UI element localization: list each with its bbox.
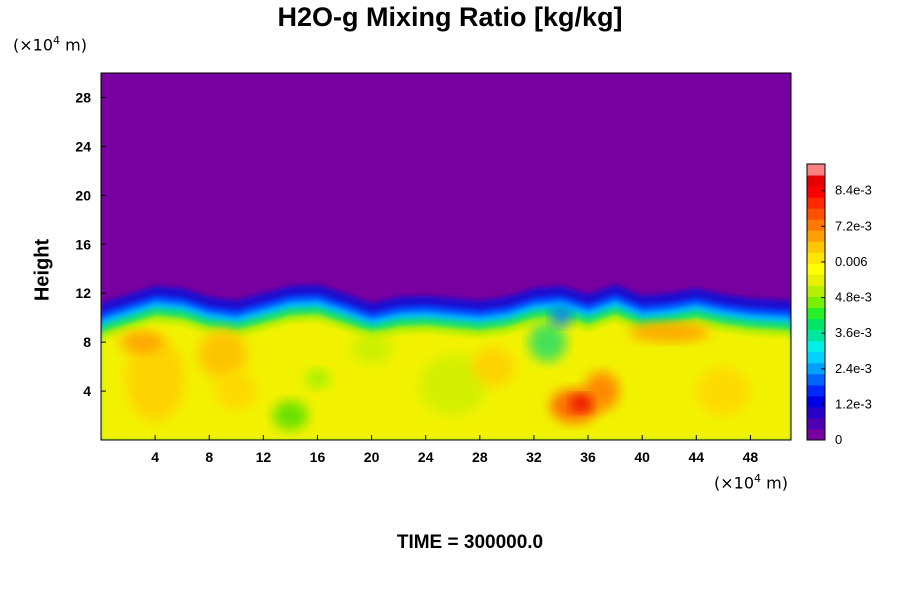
moisture-eddy — [584, 371, 620, 411]
x-tick-label: 8 — [205, 449, 213, 465]
x-axis-unit: (×104 m) — [714, 472, 788, 493]
moisture-eddy — [570, 394, 593, 412]
x-tick-label: 20 — [364, 449, 380, 465]
colorbar-segment — [807, 197, 825, 209]
colorbar-segment — [807, 164, 825, 176]
colorbar-segment — [807, 296, 825, 309]
colorbar-segment — [807, 384, 825, 397]
colorbar-tick-label: 7.2e-3 — [835, 218, 872, 233]
x-tick-label: 12 — [256, 449, 272, 465]
x-tick-label: 32 — [526, 449, 542, 465]
chart-title: H2O-g Mixing Ratio [kg/kg] — [277, 2, 623, 32]
y-axis-ticks: 4 8 12 16 20 24 28 — [75, 89, 106, 399]
colorbar-tick-label: 2.4e-3 — [835, 361, 872, 376]
colorbar-segment — [807, 241, 825, 253]
plot-frame — [100, 72, 792, 441]
colorbar-segment — [807, 186, 825, 198]
y-tick-label: 16 — [75, 236, 91, 252]
x-tick-label: 44 — [689, 449, 705, 465]
heatmap-field — [101, 73, 791, 440]
x-tick-label: 28 — [472, 449, 488, 465]
colorbar-segment — [807, 263, 825, 275]
time-label: TIME = 300000.0 — [396, 532, 544, 553]
moisture-eddy — [628, 322, 710, 343]
colorbar-segment — [807, 428, 825, 441]
y-tick-label: 24 — [75, 138, 91, 154]
x-tick-label: 40 — [634, 449, 650, 465]
colorbar-segment — [807, 417, 825, 430]
colorbar-segment — [807, 208, 825, 220]
colorbar-segment — [807, 219, 825, 231]
moisture-eddy — [528, 322, 567, 362]
colorbar-tick-label: 4.8e-3 — [835, 290, 872, 305]
colorbar-segment — [807, 175, 825, 187]
moisture-eddy — [696, 366, 751, 416]
colorbar-tick-label: 0 — [835, 432, 842, 447]
x-tick-label: 16 — [310, 449, 326, 465]
colorbar-segment — [807, 307, 825, 320]
moisture-eddy — [418, 354, 487, 416]
colorbar-segment — [807, 340, 825, 353]
x-tick-label: 24 — [418, 449, 434, 465]
colorbar-segment — [807, 274, 825, 286]
moisture-eddy — [119, 331, 164, 354]
moisture-eddy — [125, 336, 185, 422]
moisture-eddy — [272, 400, 309, 431]
y-tick-label: 8 — [83, 334, 91, 350]
y-tick-label: 28 — [75, 89, 91, 105]
colorbar-segment — [807, 318, 825, 331]
x-tick-label: 48 — [743, 449, 759, 465]
colorbar: 0 1.2e-3 2.4e-3 3.6e-3 4.8e-3 0.006 7.2e-3 8.4e… — [806, 163, 872, 447]
colorbar-segment — [807, 373, 825, 386]
moisture-eddy — [471, 347, 515, 387]
moisture-eddy — [550, 304, 572, 327]
x-tick-label: 36 — [580, 449, 596, 465]
moisture-eddy — [305, 369, 330, 389]
moisture-eddy — [214, 371, 258, 411]
colorbar-segment — [807, 329, 825, 342]
colorbar-segment — [807, 285, 825, 297]
y-tick-label: 12 — [75, 285, 91, 301]
colorbar-frame — [806, 163, 826, 441]
colorbar-tick-label: 0.006 — [835, 254, 868, 269]
colorbar-segment — [807, 395, 825, 408]
colorbar-segment — [807, 351, 825, 364]
colorbar-segment — [807, 362, 825, 375]
colorbar-segment — [807, 230, 825, 242]
colorbar-tick-label: 8.4e-3 — [835, 183, 872, 198]
moisture-eddy — [198, 329, 248, 379]
colorbar-segment — [807, 406, 825, 419]
x-axis-ticks: 4 8 12 16 20 24 28 32 36 40 44 48 — [151, 435, 758, 465]
moisture-eddy — [351, 333, 392, 363]
y-axis-unit: (×104 m) — [13, 34, 87, 55]
x-tick-label: 4 — [151, 449, 159, 465]
colorbar-tick-label: 3.6e-3 — [835, 325, 872, 340]
colorbar-tick-label: 1.2e-3 — [835, 396, 872, 411]
y-tick-label: 4 — [83, 383, 91, 399]
y-tick-label: 20 — [75, 187, 91, 203]
colorbar-segment — [807, 252, 825, 264]
